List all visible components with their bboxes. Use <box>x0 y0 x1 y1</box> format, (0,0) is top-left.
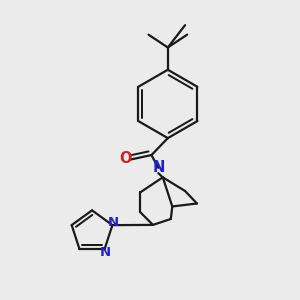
Text: N: N <box>153 160 165 175</box>
Text: O: O <box>119 152 132 166</box>
Text: N: N <box>100 246 111 259</box>
Text: N: N <box>108 216 119 229</box>
